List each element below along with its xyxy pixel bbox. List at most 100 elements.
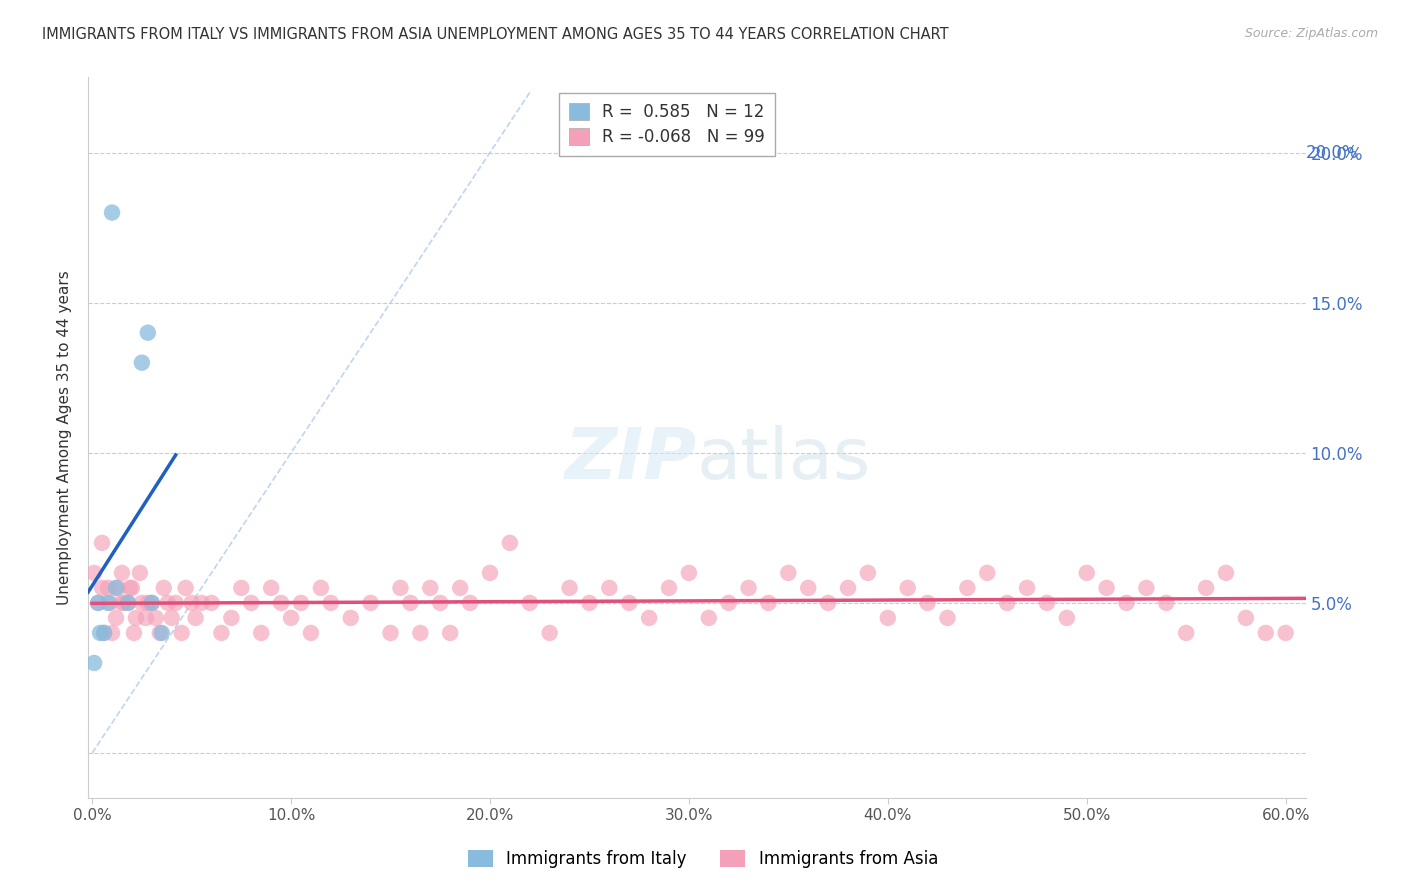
Point: [105, 611, 128, 625]
Point: [797, 581, 820, 595]
Point: [136, 596, 159, 610]
Point: [118, 581, 141, 595]
Point: [131, 596, 153, 610]
Point: [817, 596, 839, 610]
Point: [87, 596, 110, 610]
Point: [309, 581, 332, 595]
Point: [112, 596, 135, 610]
Point: [101, 205, 124, 219]
Point: [145, 611, 167, 625]
Point: [458, 596, 481, 610]
Point: [678, 566, 700, 580]
Legend: R =  0.585   N = 12, R = -0.068   N = 99: R = 0.585 N = 12, R = -0.068 N = 99: [560, 93, 775, 156]
Point: [419, 581, 441, 595]
Point: [380, 626, 402, 640]
Point: [98, 596, 121, 610]
Point: [149, 626, 172, 640]
Point: [184, 611, 207, 625]
Point: [837, 581, 859, 595]
Point: [429, 596, 451, 610]
Point: [558, 581, 581, 595]
Point: [1095, 581, 1118, 595]
Point: [299, 626, 322, 640]
Point: [1215, 566, 1237, 580]
Point: [917, 596, 939, 610]
Point: [339, 611, 361, 625]
Point: [117, 596, 139, 610]
Point: [758, 596, 780, 610]
Point: [1015, 581, 1038, 595]
Point: [598, 581, 620, 595]
Point: [131, 356, 153, 370]
Point: [93, 626, 115, 640]
Point: [190, 596, 212, 610]
Point: [1056, 611, 1078, 625]
Y-axis label: Unemployment Among Ages 35 to 44 years: Unemployment Among Ages 35 to 44 years: [58, 270, 72, 605]
Point: [519, 596, 541, 610]
Point: [231, 581, 253, 595]
Point: [128, 566, 150, 580]
Point: [221, 611, 243, 625]
Text: ZIP: ZIP: [565, 425, 697, 494]
Point: [1274, 626, 1296, 640]
Point: [499, 536, 522, 550]
Point: [101, 626, 124, 640]
Point: [156, 596, 179, 610]
Point: [280, 611, 302, 625]
Point: [1254, 626, 1277, 640]
Point: [111, 596, 134, 610]
Point: [91, 581, 114, 595]
Point: [83, 656, 105, 670]
Point: [1076, 566, 1098, 580]
Point: [638, 611, 661, 625]
Point: [83, 566, 105, 580]
Text: 20.0%: 20.0%: [1306, 144, 1358, 161]
Point: [250, 626, 273, 640]
Point: [936, 611, 959, 625]
Point: [200, 596, 222, 610]
Point: [290, 596, 312, 610]
Point: [360, 596, 382, 610]
Text: IMMIGRANTS FROM ITALY VS IMMIGRANTS FROM ASIA UNEMPLOYMENT AMONG AGES 35 TO 44 Y: IMMIGRANTS FROM ITALY VS IMMIGRANTS FROM…: [42, 27, 949, 42]
Point: [174, 581, 197, 595]
Point: [117, 596, 139, 610]
Point: [897, 581, 920, 595]
Point: [150, 626, 173, 640]
Point: [778, 566, 800, 580]
Point: [658, 581, 681, 595]
Point: [91, 536, 114, 550]
Point: [141, 596, 163, 610]
Point: [856, 566, 879, 580]
Point: [478, 566, 501, 580]
Point: [141, 596, 163, 610]
Point: [93, 626, 115, 640]
Point: [1036, 596, 1059, 610]
Point: [538, 626, 561, 640]
Point: [121, 581, 143, 595]
Point: [97, 581, 120, 595]
Point: [319, 596, 342, 610]
Point: [956, 581, 979, 595]
Point: [136, 326, 159, 340]
Point: [1135, 581, 1157, 595]
Point: [160, 611, 183, 625]
Text: Source: ZipAtlas.com: Source: ZipAtlas.com: [1244, 27, 1378, 40]
Point: [995, 596, 1018, 610]
Point: [399, 596, 422, 610]
Point: [111, 566, 134, 580]
Point: [89, 626, 111, 640]
Point: [619, 596, 641, 610]
Point: [409, 626, 432, 640]
Point: [876, 611, 898, 625]
Point: [240, 596, 263, 610]
Point: [976, 566, 998, 580]
Point: [439, 626, 461, 640]
Point: [170, 626, 193, 640]
Point: [1175, 626, 1198, 640]
Point: [270, 596, 292, 610]
Text: atlas: atlas: [697, 425, 872, 494]
Point: [697, 611, 720, 625]
Point: [180, 596, 202, 610]
Point: [717, 596, 740, 610]
Point: [165, 596, 187, 610]
